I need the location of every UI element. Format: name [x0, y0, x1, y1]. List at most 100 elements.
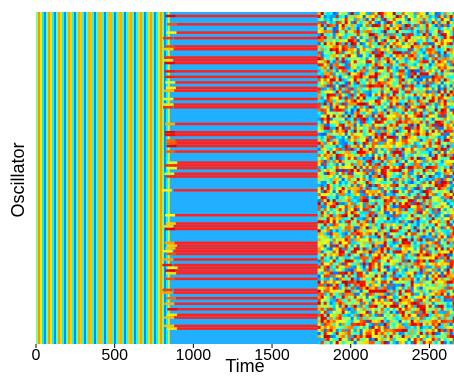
noise-cell	[353, 12, 357, 16]
noise-cell	[353, 322, 357, 327]
noise-cell	[338, 135, 342, 140]
noise-cell	[359, 21, 363, 25]
noise-cell	[326, 298, 330, 303]
noise-cell	[386, 277, 390, 281]
noise-cell	[386, 81, 390, 85]
noise-cell	[416, 156, 420, 161]
noise-cell	[365, 147, 369, 152]
noise-cell	[356, 141, 360, 146]
noise-cell	[404, 132, 408, 137]
noise-cell	[416, 280, 420, 284]
noise-cell	[374, 147, 378, 152]
noise-cell	[416, 78, 420, 82]
noise-cell	[404, 120, 408, 124]
noise-cell	[335, 193, 339, 197]
noise-cell	[377, 141, 381, 146]
noise-cell	[443, 153, 447, 158]
noise-cell	[317, 277, 321, 281]
noise-cell	[386, 90, 390, 94]
noise-cell	[419, 126, 423, 131]
stripe-cell	[72, 12, 75, 344]
noise-cell	[401, 292, 405, 297]
noise-cell	[365, 262, 369, 266]
noise-cell	[368, 211, 372, 215]
noise-cell	[389, 325, 393, 330]
noise-cell	[407, 165, 411, 170]
noise-cell	[320, 334, 324, 339]
noise-cell	[326, 184, 330, 188]
noise-cell	[320, 51, 324, 55]
noise-cell	[317, 72, 321, 76]
noise-cell	[326, 108, 330, 112]
noise-cell	[368, 18, 372, 22]
noise-cell	[419, 51, 423, 55]
noise-cell	[347, 289, 351, 293]
noise-cell	[404, 238, 408, 242]
noise-cell	[386, 265, 390, 269]
noise-cell	[368, 307, 372, 312]
noise-cell	[347, 66, 351, 70]
noise-cell	[353, 36, 357, 40]
noise-cell	[416, 126, 420, 131]
noise-cell	[323, 78, 327, 82]
noise-cell	[332, 307, 336, 312]
noise-cell	[338, 33, 342, 37]
noise-cell	[347, 30, 351, 34]
noise-cell	[440, 220, 444, 224]
noise-cell	[419, 66, 423, 70]
noise-cell	[377, 190, 381, 194]
noise-cell	[356, 168, 360, 173]
noise-cell	[422, 60, 426, 64]
noise-cell	[428, 244, 432, 248]
noise-cell	[341, 111, 345, 115]
noise-cell	[443, 289, 447, 293]
noise-cell	[392, 57, 396, 61]
noise-cell	[446, 250, 450, 254]
noise-cell	[365, 220, 369, 224]
noise-cell	[416, 202, 420, 206]
noise-cell	[407, 301, 411, 306]
noise-cell	[428, 310, 432, 315]
noise-cell	[440, 316, 444, 321]
noise-cell	[368, 205, 372, 209]
noise-cell	[431, 72, 435, 76]
noise-cell	[407, 33, 411, 37]
noise-cell	[443, 235, 447, 239]
noise-cell	[383, 298, 387, 303]
noise-cell	[410, 135, 414, 140]
noise-cell	[317, 66, 321, 70]
noise-cell	[395, 33, 399, 37]
noise-cell	[359, 187, 363, 191]
noise-cell	[440, 156, 444, 161]
noise-cell	[350, 298, 354, 303]
noise-cell	[386, 72, 390, 76]
noise-cell	[422, 262, 426, 266]
noise-cell	[371, 178, 375, 182]
noise-cell	[368, 66, 372, 70]
noise-cell	[425, 289, 429, 293]
noise-cell	[341, 114, 345, 118]
noise-cell	[395, 196, 399, 200]
noise-cell	[431, 199, 435, 203]
noise-cell	[395, 223, 399, 227]
noise-cell	[353, 229, 357, 233]
noise-cell	[374, 99, 378, 103]
noise-cell	[323, 238, 327, 242]
noise-cell	[422, 196, 426, 200]
noise-cell	[365, 96, 369, 100]
noise-cell	[335, 87, 339, 91]
noise-cell	[320, 340, 324, 345]
noise-cell	[389, 313, 393, 318]
noise-cell	[443, 316, 447, 321]
noise-cell	[344, 159, 348, 164]
noise-cell	[446, 126, 450, 131]
noise-cell	[368, 178, 372, 182]
noise-cell	[443, 102, 447, 106]
noise-cell	[332, 96, 336, 100]
noise-cell	[356, 202, 360, 206]
noise-cell	[359, 340, 363, 345]
noise-cell	[356, 304, 360, 309]
noise-cell	[437, 33, 441, 37]
noise-cell	[347, 319, 351, 324]
noise-cell	[338, 211, 342, 215]
